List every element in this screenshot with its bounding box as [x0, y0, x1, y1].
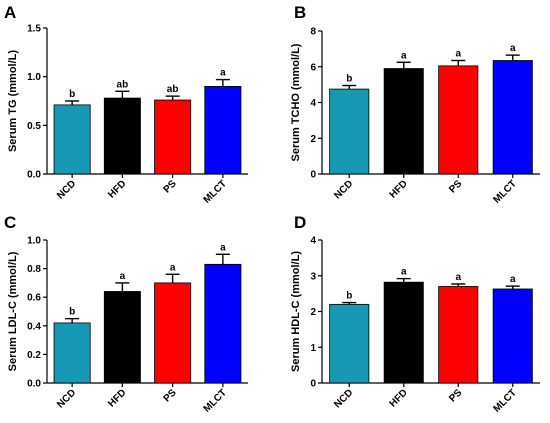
- x-tick-label: HFD: [388, 387, 410, 409]
- significance-label: ab: [167, 84, 179, 95]
- y-tick-label: 0.6: [27, 293, 41, 304]
- bar-hfd: [383, 281, 424, 384]
- significance-label: a: [220, 68, 226, 79]
- y-tick-label: 6: [310, 62, 316, 73]
- y-tick-label: 2: [310, 307, 316, 318]
- bar-ncd: [329, 303, 370, 384]
- significance-label: a: [455, 48, 461, 59]
- chart-panel-d: D Serum HDL-C (mmol/L) 0 1 2 3 4 b NCD a HFD a PS a ML…: [290, 213, 540, 415]
- x-tick-label: MLCT: [491, 178, 518, 205]
- y-tick-label: 1.0: [27, 236, 41, 247]
- significance-label: b: [346, 74, 352, 85]
- bar-mlct: [492, 60, 533, 175]
- chart-panel-b: B Serum TCHO (mmol/L) 0 2 4 6 8 b NCD a HFD a PS a MLC…: [290, 3, 540, 206]
- y-tick-label: 4: [310, 98, 316, 109]
- y-tick-label: 0.2: [27, 350, 41, 361]
- significance-label: a: [401, 267, 407, 278]
- y-tick-label: 0.5: [27, 121, 41, 132]
- x-tick-label: MLCT: [491, 387, 518, 414]
- y-axis-label: Serum LDL-C (mmol/L): [7, 251, 19, 371]
- panel-letter: C: [4, 213, 16, 232]
- bar-hfd: [103, 97, 141, 175]
- significance-label: a: [455, 272, 461, 283]
- significance-label: a: [510, 274, 516, 285]
- bar-hfd: [383, 68, 424, 175]
- bar-ps: [154, 99, 192, 175]
- y-tick-label: 0.0: [27, 170, 41, 181]
- y-axis-label: Serum TG (mmol/L): [7, 50, 19, 152]
- x-tick-label: PS: [447, 178, 464, 195]
- x-tick-label: NCD: [55, 387, 78, 410]
- significance-label: b: [69, 307, 75, 318]
- y-tick-label: 1: [310, 343, 316, 354]
- bar-ps: [154, 282, 192, 384]
- x-tick-label: PS: [447, 387, 464, 404]
- x-tick-label: HFD: [388, 178, 410, 200]
- significance-label: b: [69, 89, 75, 100]
- y-tick-label: 4: [310, 236, 316, 247]
- significance-label: a: [510, 43, 516, 54]
- panel-letter: B: [294, 3, 306, 22]
- x-tick-label: NCD: [332, 387, 355, 410]
- chart-panel-c: C Serum LDL-C (mmol/L) 0.0 0.2 0.4 0.6 0.8 1.0 b…: [4, 213, 248, 415]
- bar-ncd: [329, 88, 370, 175]
- bar-ncd: [53, 322, 91, 384]
- x-tick-label: NCD: [55, 178, 78, 201]
- significance-label: b: [346, 291, 352, 302]
- bar-mlct: [204, 86, 242, 175]
- x-tick-label: PS: [162, 387, 179, 404]
- bar-hfd: [103, 291, 141, 384]
- bar-ps: [438, 286, 479, 384]
- y-tick-label: 3: [310, 271, 316, 282]
- y-axis-label: Serum HDL-C (mmol/L): [290, 251, 302, 372]
- significance-label: a: [170, 262, 176, 273]
- y-axis-label: Serum TCHO (mmol/L): [290, 43, 302, 161]
- y-tick-label: 0.8: [27, 264, 41, 275]
- y-tick-label: 0.0: [27, 379, 41, 390]
- x-tick-label: MLCT: [202, 387, 229, 414]
- significance-label: a: [120, 271, 126, 282]
- significance-label: a: [220, 242, 226, 253]
- x-tick-label: PS: [162, 178, 179, 195]
- y-tick-label: 0: [310, 379, 316, 390]
- panel-letter: A: [4, 3, 16, 22]
- x-tick-label: HFD: [106, 387, 128, 409]
- bar-ps: [438, 65, 479, 175]
- y-tick-label: 1.5: [27, 24, 41, 35]
- y-tick-label: 2: [310, 134, 316, 145]
- chart-panel-a: A Serum TG (mmol/L) 0.0 0.5 1.0 1.5 b NCD ab HFD a…: [4, 3, 248, 206]
- bar-mlct: [204, 263, 242, 384]
- y-tick-label: 0: [310, 170, 316, 181]
- significance-label: ab: [117, 79, 129, 90]
- y-tick-label: 8: [310, 27, 316, 38]
- x-tick-label: HFD: [106, 178, 128, 200]
- x-tick-label: NCD: [332, 178, 355, 201]
- x-tick-label: MLCT: [202, 178, 229, 205]
- bar-ncd: [53, 104, 91, 175]
- y-tick-label: 1.0: [27, 72, 41, 83]
- panel-letter: D: [294, 213, 306, 232]
- bar-mlct: [492, 288, 533, 384]
- y-tick-label: 0.4: [27, 321, 41, 332]
- significance-label: a: [401, 50, 407, 61]
